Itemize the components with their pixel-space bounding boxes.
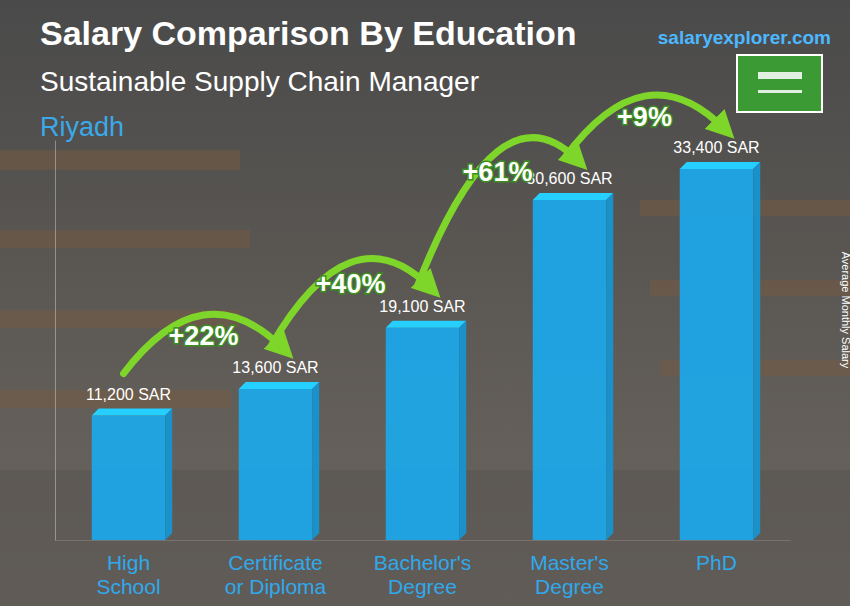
x-tick-label: Bachelor'sDegree — [374, 551, 471, 598]
growth-arrow — [418, 138, 578, 286]
y-axis-title: Average Monthly Salary — [840, 252, 850, 369]
bar-top — [92, 409, 173, 416]
x-tick-label-line: Master's — [530, 551, 609, 574]
data-label: 19,100 SAR — [379, 298, 465, 315]
y-axis-line — [55, 141, 56, 541]
flag-sword — [758, 90, 802, 93]
shelf — [0, 150, 240, 170]
annotations: +22% +40% +61% +9% — [124, 95, 725, 374]
bars — [92, 162, 761, 540]
growth-arrow — [271, 259, 431, 347]
growth-label: +9% — [617, 102, 672, 132]
flag-emblem — [758, 72, 802, 79]
growth-label: +22% — [169, 321, 239, 351]
bar-group — [533, 193, 614, 540]
bar-top — [680, 162, 761, 169]
x-axis: HighSchool Certificateor Diploma Bachelor'… — [56, 540, 791, 598]
flag-field — [737, 55, 822, 112]
bar-side — [459, 321, 466, 540]
x-tick: HighSchool — [96, 540, 160, 598]
background-fill — [0, 0, 850, 606]
x-tick: Bachelor'sDegree — [374, 540, 471, 598]
x-tick-label-line: High — [107, 551, 150, 574]
x-tick-label-line: Bachelor's — [374, 551, 471, 574]
bar — [92, 416, 166, 540]
x-tick-label: Certificateor Diploma — [225, 551, 327, 598]
title: Salary Comparison By Education — [40, 14, 577, 52]
bar-side — [165, 409, 172, 540]
bar — [533, 200, 607, 540]
data-label: 30,600 SAR — [526, 170, 612, 187]
data-label: 33,400 SAR — [673, 139, 759, 156]
bar-group — [680, 162, 761, 540]
x-tick: PhD — [696, 540, 737, 574]
shelf — [0, 230, 250, 248]
growth-label: +40% — [316, 269, 386, 299]
x-tick-label-line: Certificate — [228, 551, 323, 574]
data-label: 13,600 SAR — [232, 359, 318, 376]
data-label: 11,200 SAR — [86, 386, 171, 403]
x-tick-label-line: School — [96, 575, 160, 598]
bar-group — [386, 321, 467, 540]
source: salaryexplorer.com — [658, 27, 831, 48]
x-tick-label: Master'sDegree — [530, 551, 609, 598]
bar-group — [239, 382, 320, 540]
subtitle: Sustainable Supply Chain Manager — [40, 66, 479, 97]
chart: Salary Comparison By Education Sustainabl… — [0, 0, 850, 606]
location: Riyadh — [40, 112, 124, 142]
x-tick-label: HighSchool — [96, 551, 160, 598]
bar-top — [239, 382, 320, 389]
x-tick-label-line: or Diploma — [225, 575, 327, 598]
x-tick-label-line: Degree — [388, 575, 457, 598]
bar — [680, 169, 754, 540]
bar-side — [606, 193, 613, 540]
bar-side — [753, 162, 760, 540]
background — [0, 0, 850, 606]
growth-label: +61% — [463, 157, 533, 187]
x-tick: Master'sDegree — [530, 540, 609, 598]
bar — [386, 328, 460, 540]
bar-top — [533, 193, 614, 200]
bar-top — [386, 321, 467, 328]
growth-arrow — [565, 95, 725, 158]
growth-arrow — [124, 314, 284, 373]
x-tick-label-line: PhD — [696, 551, 737, 574]
bar-group — [92, 409, 173, 540]
y-axis — [55, 141, 56, 541]
flag — [737, 55, 822, 112]
bar-side — [312, 382, 319, 540]
x-tick: Certificateor Diploma — [225, 540, 327, 598]
bar — [239, 389, 313, 540]
x-tick-label-line: Degree — [535, 575, 604, 598]
x-tick-label: PhD — [696, 551, 737, 574]
x-axis-line — [56, 540, 791, 541]
